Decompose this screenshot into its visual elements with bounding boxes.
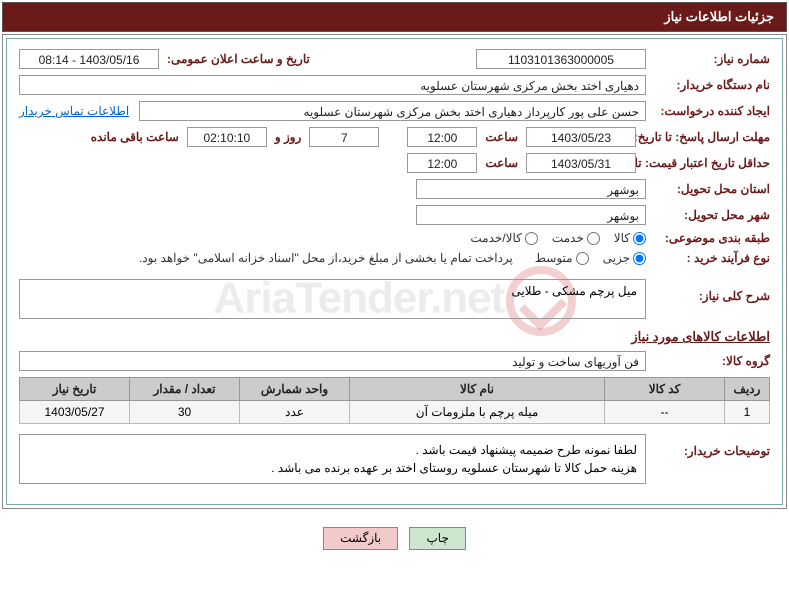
opt-medium[interactable]: متوسط [535, 251, 589, 265]
deadline-date: 1403/05/23 [526, 127, 636, 147]
need-number-label: شماره نیاز: [650, 52, 770, 66]
deadline-label: مهلت ارسال پاسخ: تا تاریخ: [640, 130, 770, 144]
items-header-row: ردیف کد کالا نام کالا واحد شمارش تعداد /… [20, 378, 770, 401]
days-and: روز و [271, 130, 306, 144]
explain-line2: هزینه حمل کالا تا شهرستان عسلویه روستای … [28, 459, 637, 477]
city-label: شهر محل تحویل: [650, 208, 770, 222]
row-process: نوع فرآیند خرید : جزیی متوسط پرداخت تمام… [19, 251, 770, 265]
back-button[interactable]: بازگشت [323, 527, 398, 550]
row-explain: توضیحات خریدار: لطفا نمونه طرح ضمیمه پیش… [19, 434, 770, 484]
explain-box: لطفا نمونه طرح ضمیمه پیشنهاد قیمت باشد .… [19, 434, 646, 484]
contact-buyer-link[interactable]: اطلاعات تماس خریدار [19, 104, 129, 118]
classify-options: کالا خدمت کالا/خدمت [470, 231, 646, 245]
row-need-number: شماره نیاز: 1103101363000005 تاریخ و ساع… [19, 49, 770, 69]
row-province: استان محل تحویل: بوشهر [19, 179, 770, 199]
summary-text: میل پرچم مشکی - طلایی [511, 284, 637, 298]
process-note: پرداخت تمام یا بخشی از مبلغ خرید،از محل … [139, 251, 513, 265]
remain-label: ساعت باقی مانده [87, 130, 183, 144]
th-date: تاریخ نیاز [20, 378, 130, 401]
validity-time: 12:00 [407, 153, 477, 173]
opt-goods[interactable]: کالا [614, 231, 646, 245]
explain-label: توضیحات خریدار: [650, 434, 770, 458]
row-city: شهر محل تحویل: بوشهر [19, 205, 770, 225]
cell-unit: عدد [240, 401, 350, 424]
province-value: بوشهر [416, 179, 646, 199]
items-table: ردیف کد کالا نام کالا واحد شمارش تعداد /… [19, 377, 770, 424]
table-row: 1 -- میله پرچم با ملزومات آن عدد 30 1403… [20, 401, 770, 424]
radio-both[interactable] [525, 232, 538, 245]
th-unit: واحد شمارش [240, 378, 350, 401]
th-code: کد کالا [605, 378, 725, 401]
days-value: 7 [309, 127, 379, 147]
requester-value: حسن علی پور کارپرداز دهیاری اختد بخش مرک… [139, 101, 646, 121]
summary-box: میل پرچم مشکی - طلایی [19, 279, 646, 319]
countdown: 02:10:10 [187, 127, 267, 147]
radio-medium[interactable] [576, 252, 589, 265]
cell-idx: 1 [725, 401, 770, 424]
time-word-2: ساعت [481, 156, 522, 170]
buyer-value: دهیاری اختد بخش مرکزی شهرستان عسلویه [19, 75, 646, 95]
row-classify: طبقه بندی موضوعی: کالا خدمت کالا/خدمت [19, 231, 770, 245]
deadline-time: 12:00 [407, 127, 477, 147]
cell-qty: 30 [130, 401, 240, 424]
page-title: جزئیات اطلاعات نیاز [664, 9, 774, 24]
row-buyer: نام دستگاه خریدار: دهیاری اختد بخش مرکزی… [19, 75, 770, 95]
province-label: استان محل تحویل: [650, 182, 770, 196]
need-number-value: 1103101363000005 [476, 49, 646, 69]
radio-service[interactable] [587, 232, 600, 245]
goods-section-title: اطلاعات کالاهای مورد نیاز [19, 329, 770, 345]
requester-label: ایجاد کننده درخواست: [650, 104, 770, 118]
row-group: گروه کالا: فن آوریهای ساخت و تولید [19, 351, 770, 371]
process-options: جزیی متوسط [535, 251, 646, 265]
announce-value: 1403/05/16 - 08:14 [19, 49, 159, 69]
group-value: فن آوریهای ساخت و تولید [19, 351, 646, 371]
buyer-label: نام دستگاه خریدار: [650, 78, 770, 92]
cell-code: -- [605, 401, 725, 424]
city-value: بوشهر [416, 205, 646, 225]
group-label: گروه کالا: [650, 354, 770, 368]
print-button[interactable]: چاپ [409, 527, 465, 550]
row-validity: حداقل تاریخ اعتبار قیمت: تا تاریخ: 1403/… [19, 153, 770, 173]
process-label: نوع فرآیند خرید : [650, 251, 770, 265]
th-qty: تعداد / مقدار [130, 378, 240, 401]
radio-goods[interactable] [633, 232, 646, 245]
summary-label: شرح کلی نیاز: [650, 279, 770, 303]
inner-frame: شماره نیاز: 1103101363000005 تاریخ و ساع… [6, 38, 783, 505]
th-name: نام کالا [350, 378, 605, 401]
th-row: ردیف [725, 378, 770, 401]
row-summary: شرح کلی نیاز: میل پرچم مشکی - طلایی [19, 279, 770, 319]
announce-label: تاریخ و ساعت اعلان عمومی: [163, 52, 310, 66]
explain-line1: لطفا نمونه طرح ضمیمه پیشنهاد قیمت باشد . [28, 441, 637, 459]
footer: چاپ بازگشت [0, 527, 789, 550]
validity-label: حداقل تاریخ اعتبار قیمت: تا تاریخ: [640, 156, 770, 170]
outer-frame: شماره نیاز: 1103101363000005 تاریخ و ساع… [2, 34, 787, 509]
validity-date: 1403/05/31 [526, 153, 636, 173]
opt-service[interactable]: خدمت [552, 231, 600, 245]
radio-partial[interactable] [633, 252, 646, 265]
row-requester: ایجاد کننده درخواست: حسن علی پور کارپردا… [19, 101, 770, 121]
classify-label: طبقه بندی موضوعی: [650, 231, 770, 245]
opt-partial[interactable]: جزیی [603, 251, 646, 265]
page-header: جزئیات اطلاعات نیاز [2, 2, 787, 32]
opt-both[interactable]: کالا/خدمت [470, 231, 537, 245]
cell-name: میله پرچم با ملزومات آن [350, 401, 605, 424]
cell-date: 1403/05/27 [20, 401, 130, 424]
row-deadline: مهلت ارسال پاسخ: تا تاریخ: 1403/05/23 سا… [19, 127, 770, 147]
time-word-1: ساعت [481, 130, 522, 144]
